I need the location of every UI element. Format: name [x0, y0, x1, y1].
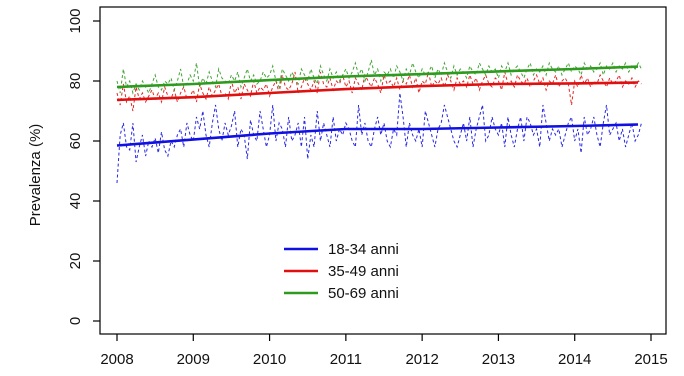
legend-label: 35-49 anni — [328, 263, 399, 280]
y-tick-label: 20 — [67, 253, 84, 270]
series-line-trend-3 — [116, 65, 639, 89]
y-tick-label: 60 — [67, 133, 84, 150]
legend-label: 18-34 anni — [328, 241, 399, 258]
legend: 18-34 anni 35-49 anni 50-69 anni — [284, 241, 399, 302]
x-tick-label: 2015 — [634, 351, 667, 368]
x-tick-label: 2008 — [100, 351, 133, 368]
x-tick-label: 2013 — [482, 351, 515, 368]
series-line-trend-2 — [116, 81, 639, 102]
x-tick-label: 2014 — [558, 351, 591, 368]
series-line-trend-1 — [116, 123, 639, 147]
y-axis: 0 20 40 60 80 100 — [67, 8, 100, 325]
x-axis: 2008 2009 2010 2011 2012 2013 2014 2015 — [100, 334, 668, 368]
series-layer — [116, 59, 642, 184]
x-tick-label: 2011 — [330, 351, 362, 368]
y-tick-label: 40 — [67, 193, 84, 210]
x-tick-label: 2010 — [253, 351, 286, 368]
x-tick-label: 2012 — [405, 351, 438, 368]
x-tick-label: 2009 — [177, 351, 210, 368]
y-tick-label: 80 — [67, 73, 84, 90]
series-line-monthly-1 — [116, 92, 642, 184]
y-tick-label: 0 — [67, 317, 84, 325]
y-axis-label: Prevalenza (%) — [27, 124, 44, 227]
plot-frame — [99, 6, 667, 335]
y-tick-label: 100 — [67, 8, 84, 33]
legend-label: 50-69 anni — [328, 285, 399, 302]
